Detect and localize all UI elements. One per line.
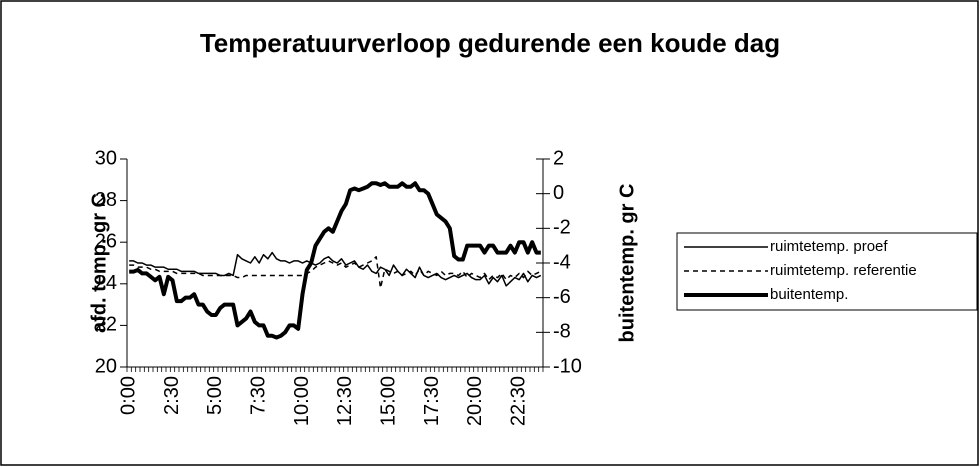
x-tick-label: 17:30 — [421, 376, 443, 426]
y-tick-label: 26 — [95, 230, 117, 252]
chart-title: Temperatuurverloop gedurende een koude d… — [200, 28, 780, 58]
legend-label: ruimtetemp. proef — [770, 238, 888, 255]
series-line — [129, 181, 541, 340]
y2-tick-label: -4 — [553, 251, 571, 273]
x-tick-label: 15:00 — [377, 376, 399, 426]
x-tick-label: 20:00 — [464, 376, 486, 426]
y-tick-label: 20 — [95, 355, 117, 377]
y2-tick-label: 0 — [553, 182, 564, 204]
series-line — [129, 256, 542, 289]
legend-box — [676, 232, 978, 311]
y2-tick-label: -8 — [553, 321, 571, 343]
y-tick-label: 28 — [95, 189, 117, 211]
y2-tick-label: -10 — [553, 355, 582, 377]
y2-tick-label: -6 — [553, 286, 571, 308]
y-tick-label: 22 — [95, 314, 117, 336]
x-tick-label: 5:00 — [204, 376, 226, 415]
x-tick-label: 2:30 — [161, 376, 183, 415]
y2-tick-label: 2 — [553, 147, 564, 169]
legend-label: ruimtetemp. referentie — [770, 262, 917, 279]
series-line — [129, 251, 542, 287]
x-tick-label: 7:30 — [247, 376, 269, 415]
y-axis-label: afd. temp. gr C — [88, 193, 110, 333]
x-tick-label: 0:00 — [117, 376, 139, 415]
y2-axis-label: buitentemp. gr C — [616, 184, 638, 343]
y2-tick-label: -2 — [553, 217, 571, 239]
x-tick-label: 22:30 — [507, 376, 529, 426]
y-tick-label: 30 — [95, 147, 117, 169]
legend-label: buitentemp. — [770, 286, 848, 303]
x-tick-label: 12:30 — [334, 376, 356, 426]
x-tick-label: 10:00 — [291, 376, 313, 426]
y-tick-label: 24 — [95, 272, 117, 294]
